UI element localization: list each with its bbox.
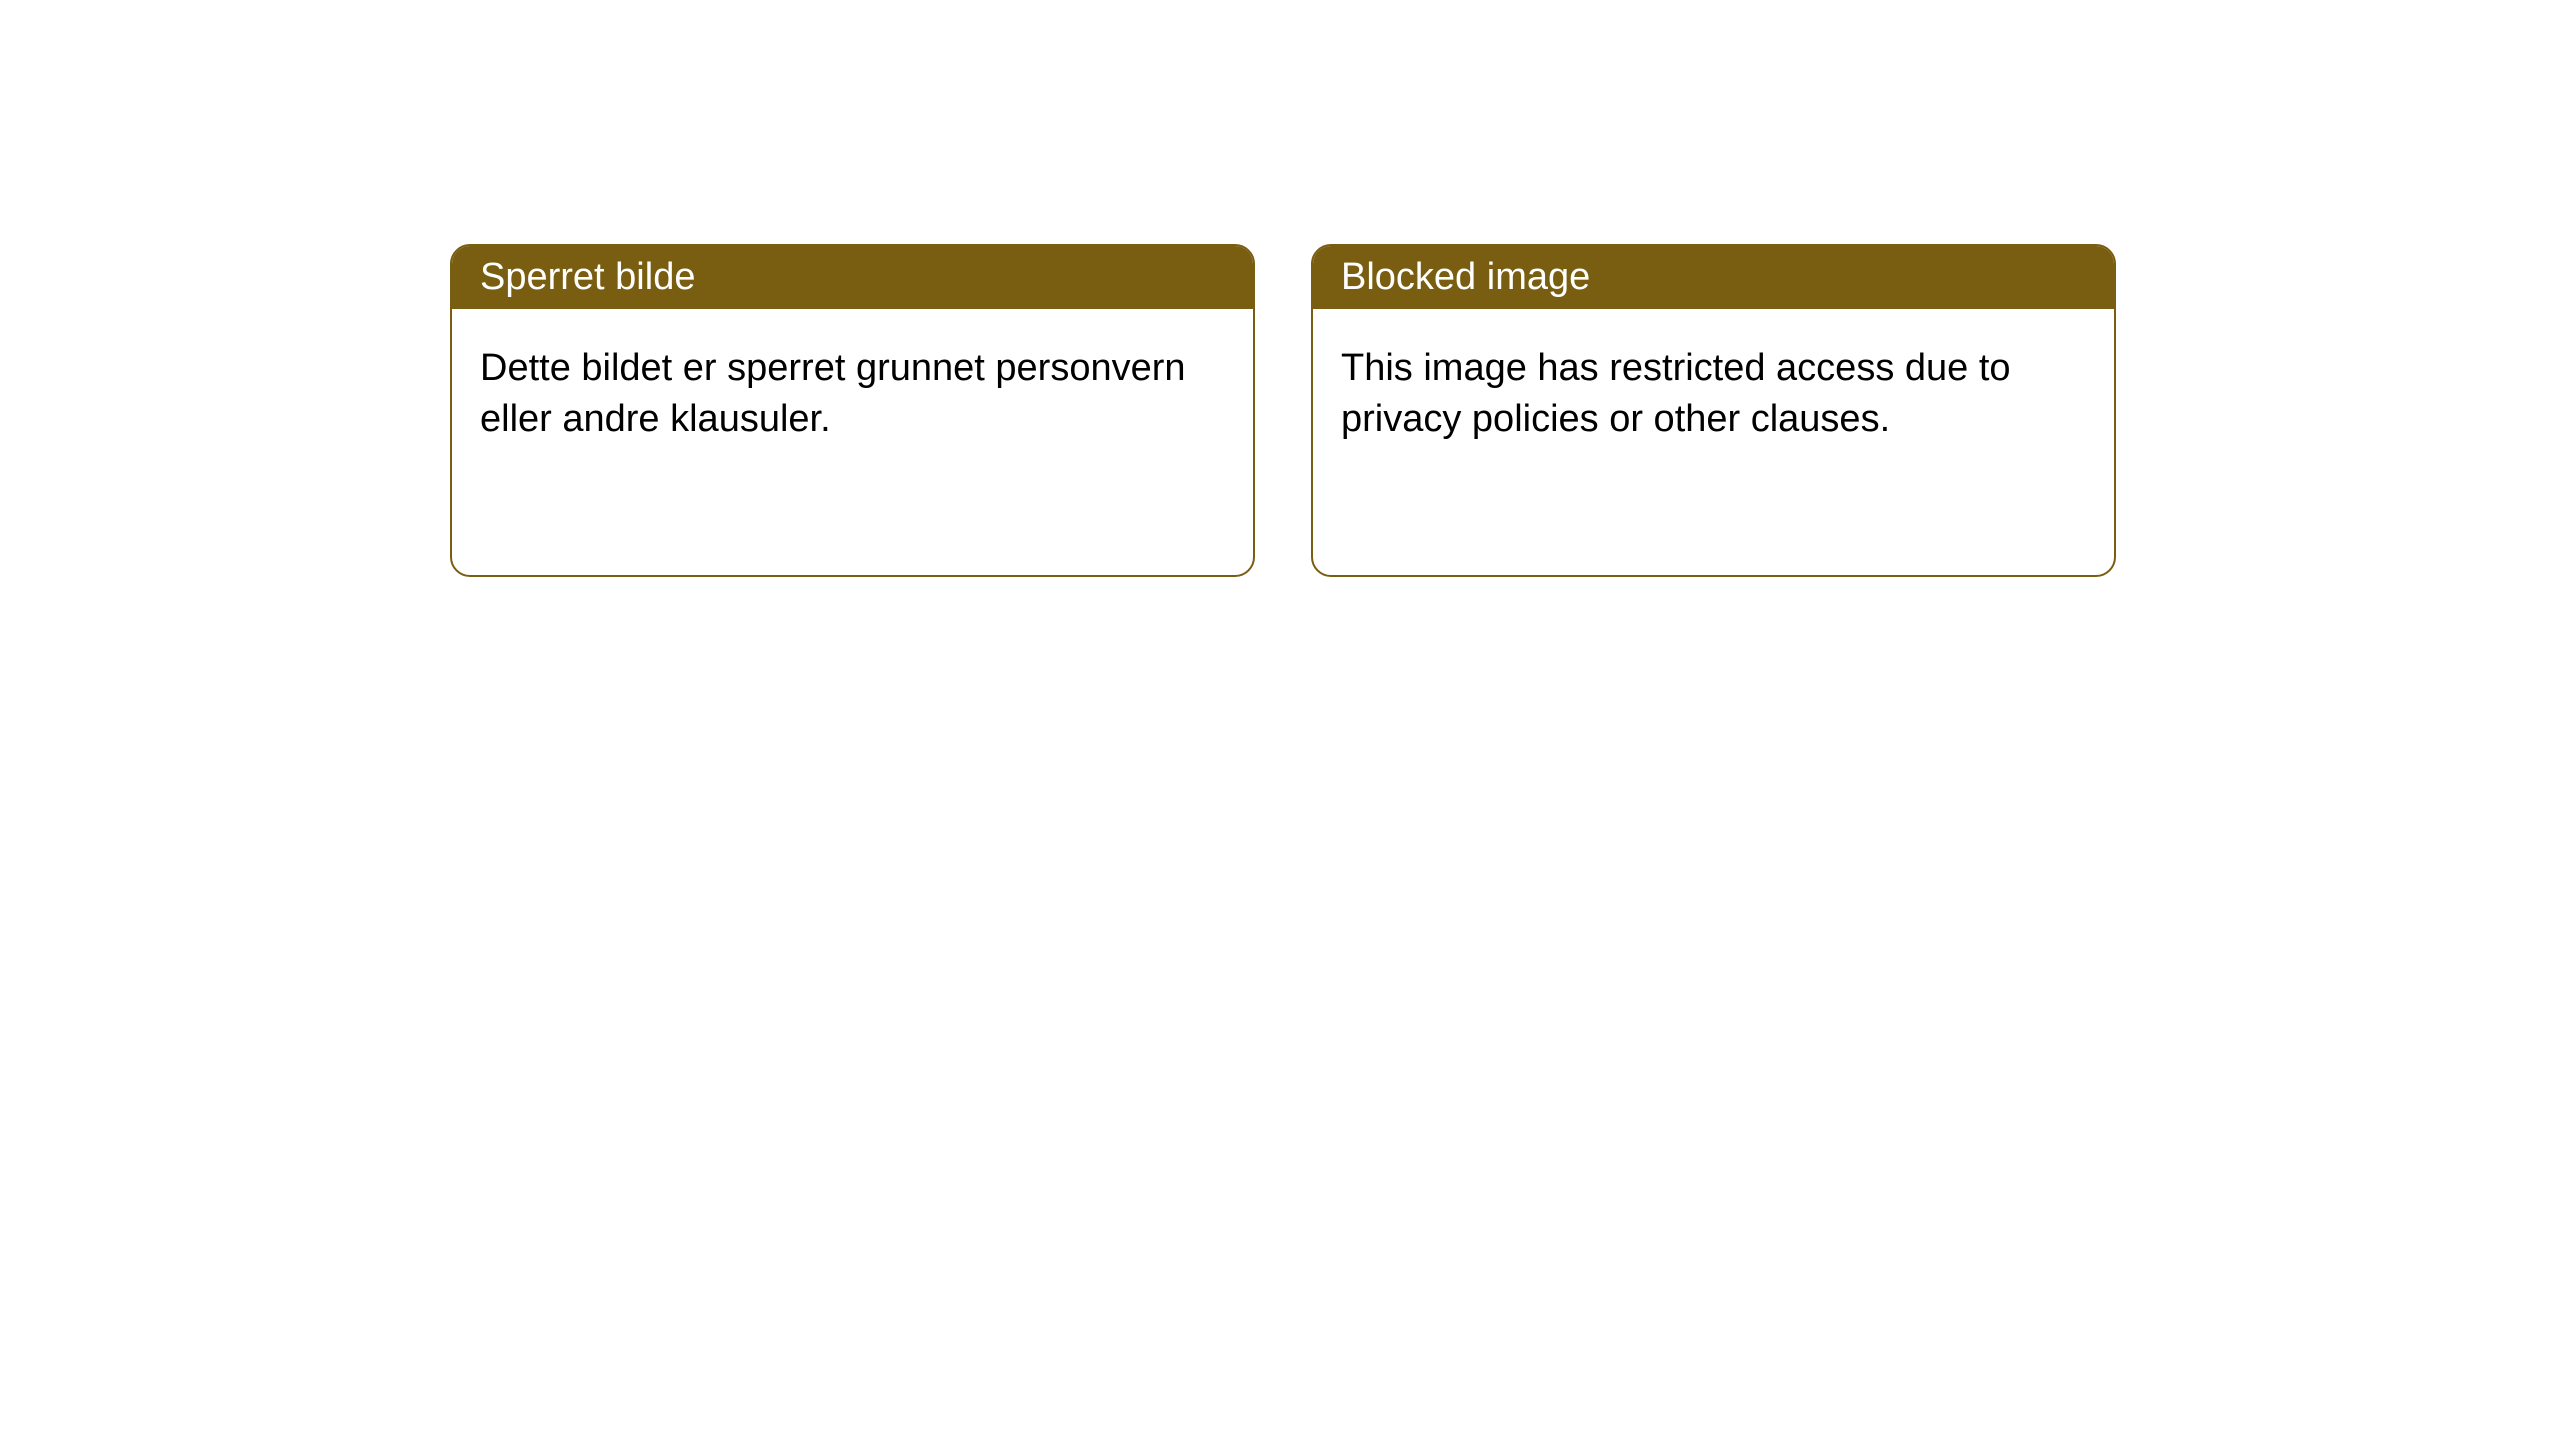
notice-panel-norwegian: Sperret bilde Dette bildet er sperret gr…	[450, 244, 1255, 577]
panel-body-text: This image has restricted access due to …	[1313, 309, 2114, 480]
panel-title: Blocked image	[1313, 246, 2114, 309]
notice-container: Sperret bilde Dette bildet er sperret gr…	[0, 0, 2560, 577]
panel-title: Sperret bilde	[452, 246, 1253, 309]
panel-body-text: Dette bildet er sperret grunnet personve…	[452, 309, 1253, 480]
notice-panel-english: Blocked image This image has restricted …	[1311, 244, 2116, 577]
